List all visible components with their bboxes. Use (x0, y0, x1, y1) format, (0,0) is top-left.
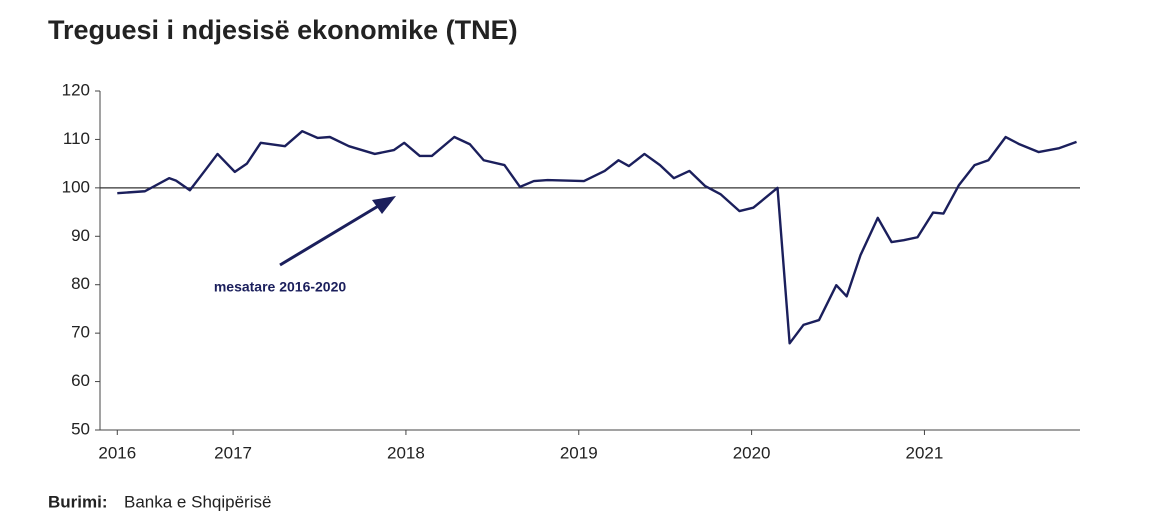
y-tick-label: 60 (71, 371, 90, 390)
y-tick-label: 100 (62, 177, 90, 196)
x-tick-label: 2018 (387, 443, 425, 462)
y-tick-label: 80 (71, 274, 90, 293)
data-line (117, 129, 1077, 345)
y-tick-label: 50 (71, 419, 90, 438)
x-tick-label: 2016 (98, 443, 136, 462)
x-tick-label: 2020 (733, 443, 771, 462)
source-label: Burimi: (48, 492, 108, 511)
y-tick-label: 70 (71, 323, 90, 342)
y-tick-label: 110 (63, 129, 90, 148)
annotation: mesatare 2016-2020 (214, 279, 347, 295)
annotation-arrow (279, 203, 381, 267)
chart-title: Treguesi i ndjesisë ekonomike (TNE) (48, 15, 518, 45)
source: Banka e Shqipërisë (124, 492, 271, 511)
y-tick-label: 90 (71, 226, 90, 245)
x-tick-label: 2019 (560, 443, 598, 462)
y-tick-label: 120 (62, 80, 90, 99)
arrow-head (372, 196, 396, 214)
x-tick-label: 2021 (906, 443, 944, 462)
x-tick-label: 2017 (214, 443, 252, 462)
